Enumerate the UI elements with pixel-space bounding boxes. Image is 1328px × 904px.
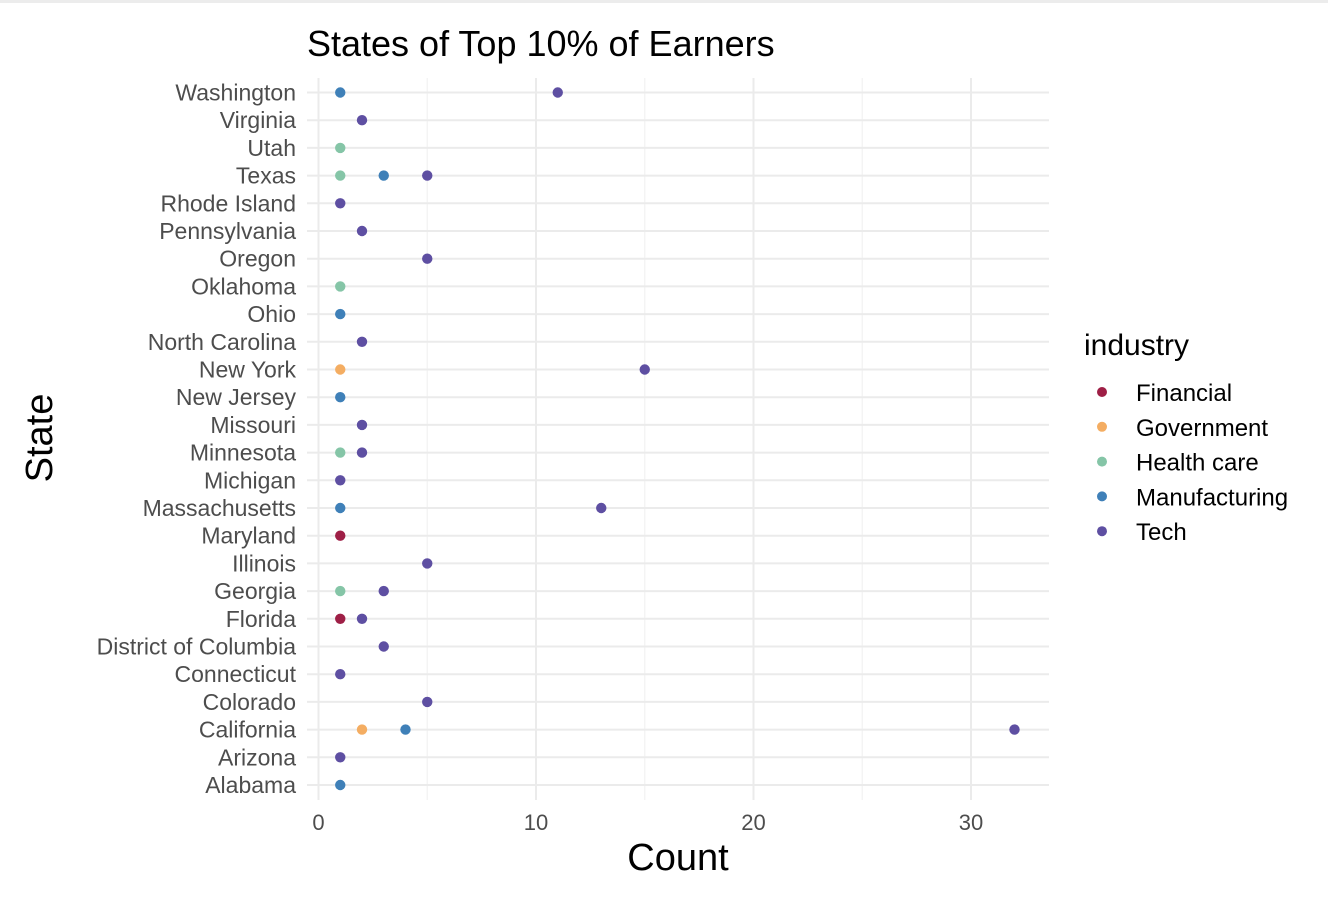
data-point: [1009, 724, 1020, 735]
y-tick-label: Rhode Island: [160, 190, 296, 216]
y-tick-label: Oklahoma: [191, 273, 296, 299]
x-tick-label: 10: [524, 810, 548, 835]
legend-title: industry: [1084, 329, 1189, 362]
y-tick-label: Washington: [175, 80, 296, 106]
y-tick-label: Virginia: [220, 107, 296, 133]
data-point: [356, 724, 368, 735]
chart-title: States of Top 10% of Earners: [307, 23, 775, 64]
y-tick-label: Texas: [236, 163, 296, 189]
legend-key: [1097, 491, 1107, 502]
y-tick-label: Arizona: [218, 744, 296, 770]
data-point: [335, 530, 346, 541]
data-point: [335, 364, 346, 375]
data-point: [335, 669, 346, 680]
y-axis-tick-labels: AlabamaArizonaCaliforniaColoradoConnecti…: [97, 80, 297, 799]
y-tick-label: Ohio: [247, 301, 296, 327]
data-point: [378, 585, 389, 597]
y-tick-label: Maryland: [201, 523, 296, 549]
data-point: [335, 585, 346, 597]
data-point: [596, 502, 607, 514]
y-tick-label: Utah: [247, 135, 296, 161]
data-point: [335, 198, 346, 209]
y-tick-label: North Carolina: [148, 329, 296, 355]
y-tick-label: Alabama: [205, 772, 296, 798]
data-point: [356, 613, 368, 624]
legend-key: [1097, 526, 1107, 537]
y-tick-label: Georgia: [214, 578, 296, 604]
data-point: [422, 170, 433, 181]
y-tick-label: Oregon: [219, 246, 296, 272]
data-point: [335, 87, 346, 98]
legend-label: Manufacturing: [1136, 484, 1288, 511]
data-point: [356, 115, 368, 126]
data-point: [356, 447, 368, 458]
data-point: [335, 752, 346, 763]
data-point: [400, 724, 411, 735]
x-tick-label: 30: [959, 810, 983, 835]
y-tick-label: Missouri: [210, 412, 296, 438]
data-point: [335, 475, 346, 486]
grid-lines: [307, 78, 1049, 800]
top-border: [0, 0, 1328, 3]
y-tick-label: Illinois: [232, 550, 296, 576]
data-point: [335, 308, 346, 320]
x-axis-tick-labels: 0 10 20 30: [312, 810, 983, 835]
legend-key: [1097, 421, 1107, 432]
x-tick-label: 0: [312, 810, 324, 835]
data-point: [639, 364, 650, 375]
legend-label: Health care: [1136, 450, 1259, 477]
y-tick-label: Minnesota: [190, 440, 296, 466]
y-tick-label: Michigan: [204, 467, 296, 493]
x-axis-title: Count: [627, 837, 729, 879]
data-point: [422, 253, 433, 264]
data-point: [378, 170, 389, 181]
legend-label: Government: [1136, 415, 1268, 442]
data-point: [335, 779, 346, 791]
legend-label: Financial: [1136, 380, 1232, 407]
y-tick-label: New Jersey: [176, 384, 297, 410]
data-point: [378, 641, 389, 652]
y-tick-label: New York: [199, 357, 297, 383]
data-point: [335, 170, 346, 181]
data-point: [356, 419, 368, 431]
legend-label: Tech: [1136, 519, 1187, 546]
data-points: [335, 87, 1020, 791]
y-tick-label: Colorado: [203, 689, 296, 715]
y-tick-label: District of Columbia: [97, 634, 297, 660]
legend-key: [1097, 456, 1107, 467]
data-point: [422, 558, 433, 569]
y-tick-label: Florida: [226, 606, 297, 632]
legend-key: [1097, 387, 1107, 397]
y-tick-label: California: [199, 717, 296, 743]
y-tick-label: Pennsylvania: [159, 218, 296, 244]
data-point: [356, 225, 368, 237]
data-point: [335, 392, 346, 403]
data-point: [335, 613, 346, 624]
data-point: [356, 336, 368, 347]
x-tick-label: 20: [741, 810, 765, 835]
data-point: [335, 502, 346, 514]
data-point: [552, 87, 563, 98]
legend: industry Financial Government Health care M…: [1084, 329, 1288, 546]
data-point: [335, 281, 346, 292]
y-axis-title: State: [19, 394, 61, 483]
y-tick-label: Connecticut: [175, 661, 297, 687]
y-tick-label: Massachusetts: [143, 495, 296, 521]
data-point: [422, 696, 433, 708]
data-point: [335, 142, 346, 154]
data-point: [335, 447, 346, 458]
